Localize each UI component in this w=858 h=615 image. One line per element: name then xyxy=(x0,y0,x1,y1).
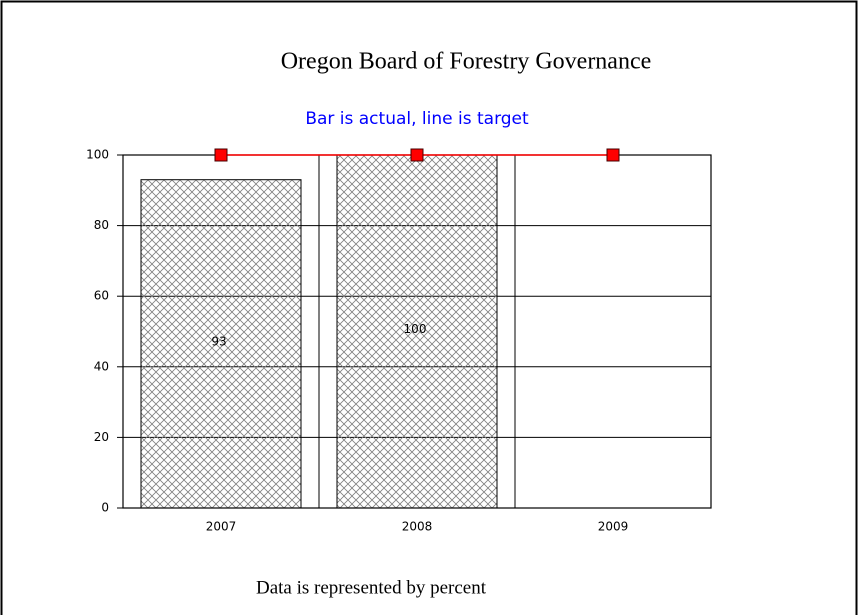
target-marker xyxy=(214,148,228,162)
x-tick-label: 2007 xyxy=(206,520,237,534)
chart-subtitle: Bar is actual, line is target xyxy=(305,109,529,129)
target-marker xyxy=(410,148,424,162)
chart-title: Oregon Board of Forestry Governance xyxy=(281,49,652,75)
y-tick-label: 20 xyxy=(94,430,109,444)
y-tick-label: 80 xyxy=(94,218,109,232)
data-label: 100 xyxy=(404,322,427,336)
chart-note: Data is represented by percent xyxy=(256,577,487,598)
y-tick-label: 60 xyxy=(94,289,109,303)
bar xyxy=(336,154,498,509)
x-tick-label: 2008 xyxy=(402,520,433,534)
x-tick-label: 2009 xyxy=(598,520,629,534)
target-marker xyxy=(606,148,620,162)
bar xyxy=(140,179,302,509)
y-tick-label: 40 xyxy=(94,359,109,373)
y-tick-label: 0 xyxy=(101,501,109,515)
data-label: 93 xyxy=(211,334,226,348)
y-tick-label: 100 xyxy=(86,148,109,162)
